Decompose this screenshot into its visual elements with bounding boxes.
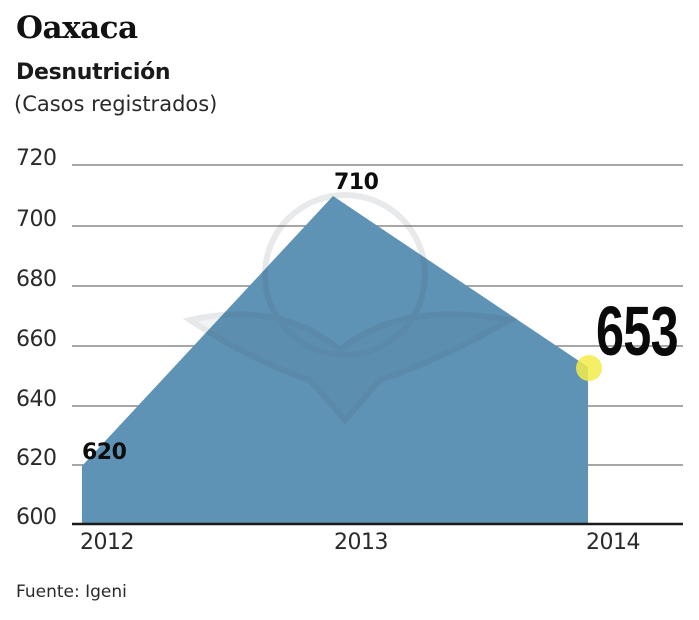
y-tick-600: 600 — [16, 505, 57, 530]
source-note: Fuente: Igeni — [16, 582, 127, 602]
chart-title: Oaxaca — [16, 10, 138, 46]
x-tick-2014: 2014 — [586, 530, 641, 555]
data-label-2014: 653 — [596, 292, 679, 370]
data-label-2012: 620 — [82, 440, 127, 465]
x-tick-2013: 2013 — [334, 530, 389, 555]
chart-subtitle: Desnutrición — [16, 60, 171, 85]
watermark-emblem-icon — [182, 192, 519, 425]
y-tick-700: 700 — [16, 207, 57, 232]
highlight-dot-2014 — [576, 355, 602, 381]
x-tick-2012: 2012 — [80, 530, 135, 555]
y-tick-680: 680 — [16, 267, 57, 292]
data-label-2013: 710 — [334, 170, 379, 195]
y-tick-620: 620 — [16, 446, 57, 471]
y-tick-660: 660 — [16, 327, 57, 352]
area-series — [82, 196, 588, 524]
y-tick-640: 640 — [16, 387, 57, 412]
y-tick-720: 720 — [16, 146, 57, 171]
chart-unit-label: (Casos registrados) — [14, 92, 218, 116]
